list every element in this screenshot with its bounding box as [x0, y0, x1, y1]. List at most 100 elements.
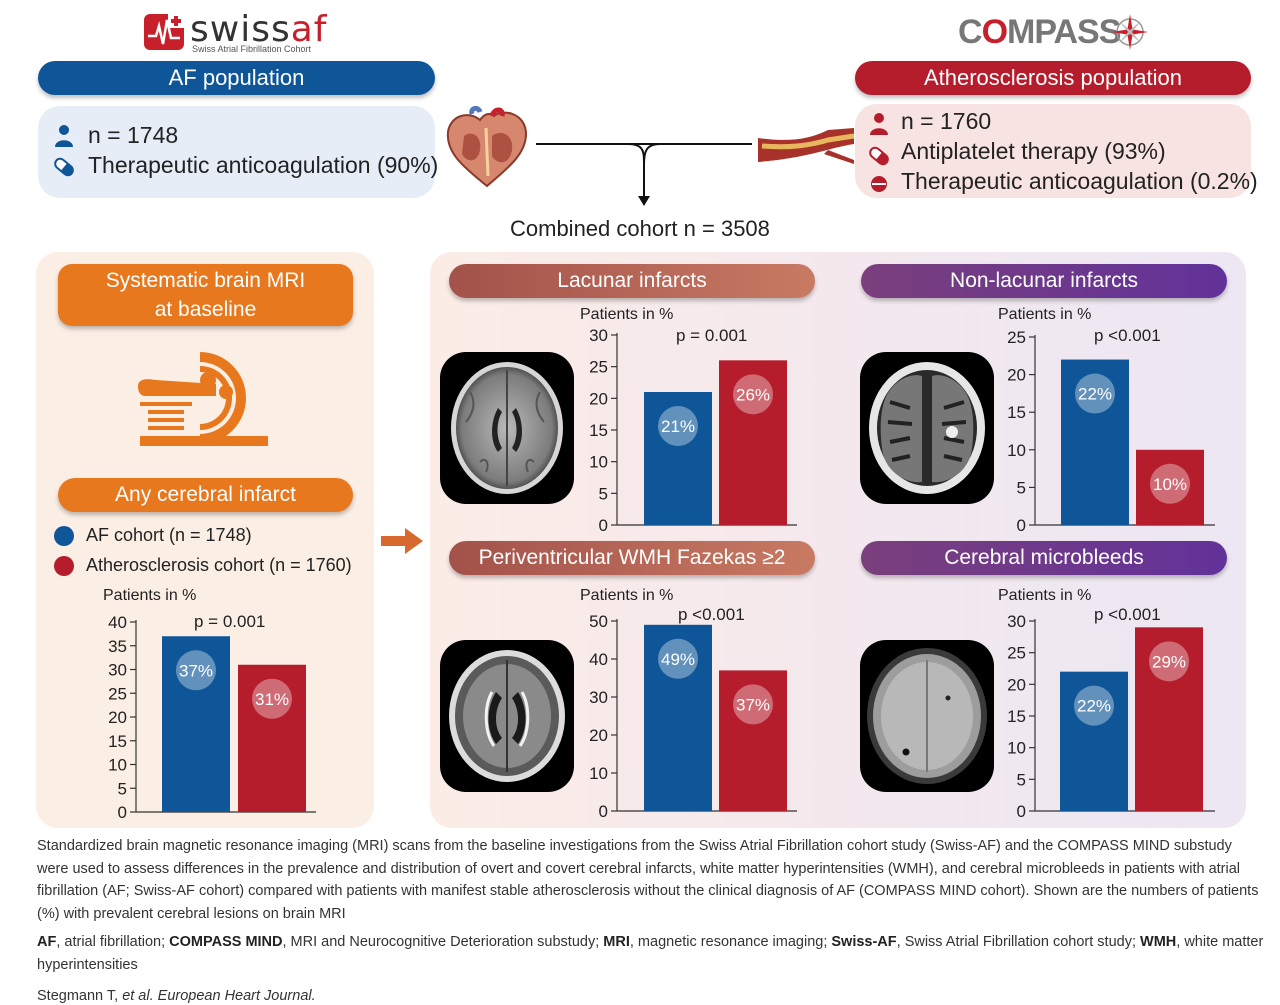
any-bar-af	[162, 636, 230, 812]
any-tick-label: 5	[118, 779, 127, 798]
lacunar-title: Lacunar infarcts	[449, 264, 815, 298]
lacunar-tick-label: 15	[589, 421, 608, 440]
legend-af-name: AF cohort	[86, 525, 165, 545]
microbleeds-tick-label: 25	[1007, 644, 1026, 663]
any-bar-label: 31%	[255, 690, 289, 709]
abbr-def: , MRI and Neurocognitive Deterioration s…	[282, 934, 604, 950]
any-bar-badge	[176, 650, 216, 691]
ath-therapy-anticoagulation: Therapeutic anticoagulation (0.2%)	[901, 168, 1258, 194]
af-population-title: AF population	[38, 61, 435, 95]
lacunar-tick-label: 25	[589, 358, 608, 377]
wmh-title: Periventricular WMH Fazekas ≥2	[449, 541, 815, 575]
figure-caption: Standardized brain magnetic resonance im…	[37, 838, 1259, 922]
abbr-term: COMPASS MIND	[169, 934, 283, 950]
arrow-right-icon	[381, 528, 423, 554]
nonlacunar-bar-af	[1061, 359, 1129, 525]
microbleeds-tick-label: 20	[1007, 675, 1026, 694]
lacunar-pvalue: p = 0.001	[676, 326, 747, 345]
tablet-icon	[871, 176, 887, 192]
mri-image-nonlacunar	[860, 352, 994, 504]
mri-title-line2: at baseline	[154, 298, 257, 321]
citation-author: Stegmann T,	[37, 988, 123, 1004]
legend-af-marker	[54, 526, 74, 546]
microbleeds-bar-label: 22%	[1077, 697, 1111, 716]
lacunar-tick-label: 30	[589, 326, 608, 345]
wmh-bar-label: 37%	[736, 695, 770, 714]
lacunar-bar-badge	[658, 406, 698, 446]
swissaf-logo: swissaf Swiss Atrial Fibrillation Cohort	[142, 10, 342, 55]
wmh-tick-label: 40	[589, 650, 608, 669]
compass-rose-icon	[1112, 14, 1148, 50]
legend-ath-marker	[54, 556, 74, 576]
legend-af: AF cohort (n = 1748)	[86, 525, 252, 546]
nonlacunar-tick-label: 25	[1007, 328, 1026, 347]
af-n: n = 1748	[88, 122, 179, 148]
nonlacunar-ylabel: Patients in %	[998, 306, 1091, 323]
wmh-tick-label: 50	[589, 612, 608, 631]
artery-icon	[758, 128, 854, 164]
wmh-tick-label: 0	[599, 802, 608, 821]
wmh-pvalue: p <0.001	[678, 605, 745, 624]
mri-title-line1: Systematic brain MRI	[105, 269, 306, 292]
ath-n: n = 1760	[901, 108, 992, 134]
abbr-term: MRI	[603, 934, 630, 950]
citation-journal: et al. European Heart Journal.	[122, 988, 316, 1004]
nonlacunar-tick-label: 0	[1017, 516, 1026, 535]
nonlacunar-tick-label: 20	[1007, 366, 1026, 385]
mri-image-wmh	[440, 640, 574, 792]
microbleeds-title: Cerebral microbleeds	[861, 541, 1227, 575]
microbleeds-tick-label: 0	[1017, 802, 1026, 821]
wmh-tick-label: 20	[589, 726, 608, 745]
lacunar-tick-label: 20	[589, 389, 608, 408]
legend-ath-n: (n = 1760)	[264, 555, 352, 575]
abbr-def: , atrial fibrillation;	[56, 934, 170, 950]
lacunar-bar-ath	[719, 360, 787, 525]
microbleeds-tick-label: 5	[1017, 770, 1026, 789]
abbr-term: Swiss-AF	[831, 934, 897, 950]
wmh-tick-label: 10	[589, 764, 608, 783]
compass-wordmark: COMPASS	[958, 13, 1121, 51]
lacunar-ylabel: Patients in %	[580, 306, 673, 323]
nonlacunar-tick-label: 15	[1007, 403, 1026, 422]
wmh-bar-ath	[719, 670, 787, 811]
nonlacunar-bar-label: 10%	[1153, 475, 1187, 494]
lacunar-tick-label: 5	[599, 484, 608, 503]
abbr-term: AF	[37, 934, 57, 950]
microbleeds-tick-label: 30	[1007, 612, 1026, 631]
nonlacunar-tick-label: 5	[1017, 478, 1026, 497]
abbreviations: AF, atrial fibrillation; COMPASS MIND, M…	[37, 931, 1267, 976]
any-tick-label: 0	[118, 803, 127, 822]
lacunar-bar-label: 21%	[661, 417, 695, 436]
microbleeds-bar-af	[1060, 671, 1128, 811]
microbleeds-bar-badge	[1074, 685, 1114, 726]
nonlacunar-bar-ath	[1136, 449, 1204, 525]
any-bar-label: 37%	[179, 661, 213, 680]
wmh-bar-label: 49%	[661, 650, 695, 669]
mri-image-lacunar	[440, 352, 574, 504]
microbleeds-tick-label: 10	[1007, 739, 1026, 758]
mri-scanner-icon	[138, 352, 268, 446]
lacunar-bar-label: 26%	[736, 385, 770, 404]
legend-ath-name: Atherosclerosis cohort	[86, 555, 265, 575]
any-tick-label: 10	[108, 756, 127, 775]
wmh-tick-label: 30	[589, 688, 608, 707]
any-bar-badge	[252, 678, 292, 719]
wmh-bar-af	[644, 624, 712, 811]
pill-capsule-icon	[869, 146, 889, 166]
any-tick-label: 15	[108, 732, 127, 751]
nonlacunar-tick-label: 10	[1007, 441, 1026, 460]
pill-capsule-icon	[54, 157, 74, 177]
legend-ath: Atherosclerosis cohort (n = 1760)	[86, 555, 352, 576]
any-infarct-title: Any cerebral infarct	[58, 478, 353, 512]
microbleeds-tick-label: 15	[1007, 707, 1026, 726]
person-icon	[870, 113, 888, 135]
any-tick-label: 20	[108, 708, 127, 727]
any-tick-label: 40	[108, 613, 127, 632]
lacunar-bar-af	[644, 392, 712, 525]
af-population-box: n = 1748 Therapeutic anticoagulation (90…	[38, 106, 438, 198]
ath-population-title: Atherosclerosis population	[855, 61, 1251, 95]
wmh-bar-badge	[658, 638, 698, 679]
combined-cohort-label: Combined cohort n = 3508	[510, 216, 770, 241]
nonlacunar-bar-badge	[1075, 373, 1115, 414]
